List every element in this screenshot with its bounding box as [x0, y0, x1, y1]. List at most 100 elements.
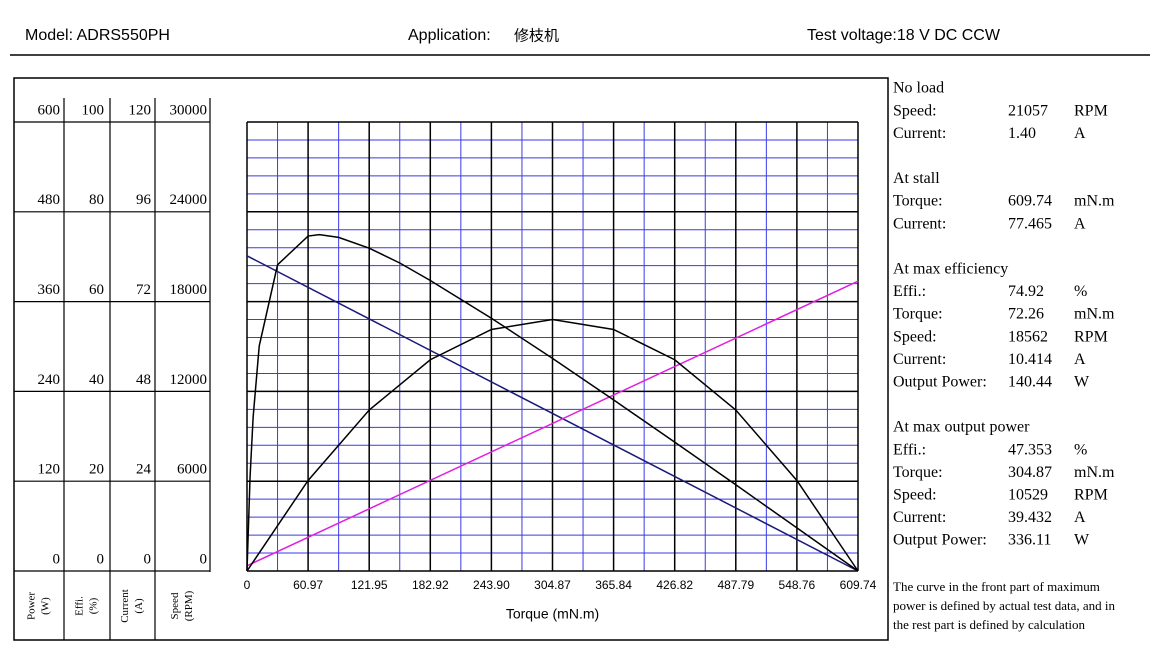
- spec-unit: W: [1074, 532, 1090, 549]
- x-tick-label: 60.97: [293, 578, 323, 592]
- curve: [246, 280, 859, 567]
- y-tick-label: 60: [89, 282, 104, 298]
- spec-title: At max efficiency: [893, 260, 1008, 277]
- y-axis-label: (RPM): [183, 590, 195, 621]
- spec-label: Speed:: [893, 328, 937, 345]
- y-tick-label: 72: [136, 282, 151, 298]
- curve: [246, 255, 859, 572]
- spec-unit: mN.m: [1074, 193, 1115, 210]
- y-axis-label: Effi.: [74, 596, 86, 616]
- spec-unit: A: [1074, 509, 1086, 526]
- y-axis-label: Speed: [169, 592, 181, 619]
- spec-unit: RPM: [1074, 486, 1108, 503]
- spec-label: Effi.:: [893, 441, 926, 458]
- y-axis-label: (W): [40, 597, 52, 615]
- spec-label: Current:: [893, 509, 946, 526]
- note: power is defined by actual test data, an…: [893, 598, 1116, 613]
- y-axis-label: (A): [133, 598, 145, 614]
- y-tick-label: 120: [129, 102, 152, 118]
- spec-value: 39.432: [1008, 509, 1052, 526]
- y-tick-label: 480: [38, 192, 61, 208]
- y-tick-label: 360: [38, 282, 61, 298]
- y-tick-label: 18000: [170, 282, 208, 298]
- spec-value: 1.40: [1008, 125, 1036, 142]
- curve: [246, 318, 859, 572]
- y-axis-label: (%): [88, 597, 100, 614]
- y-axis-label: Current: [119, 589, 131, 623]
- y-tick-label: 240: [38, 372, 61, 388]
- y-tick-label: 600: [38, 102, 61, 118]
- y-tick-label: 12000: [170, 372, 208, 388]
- application: 修枝机: [514, 27, 559, 45]
- y-tick-label: 96: [136, 192, 152, 208]
- spec-unit: %: [1074, 283, 1087, 300]
- spec-value: 18562: [1008, 328, 1048, 345]
- y-tick-label: 0: [200, 551, 208, 567]
- spec-label: Effi.:: [893, 283, 926, 300]
- spec-label: Output Power:: [893, 373, 987, 390]
- y-axis-label: Power: [26, 592, 38, 620]
- x-tick-label: 243.90: [473, 578, 510, 592]
- spec-label: Output Power:: [893, 532, 987, 549]
- x-tick-label: 121.95: [351, 578, 388, 592]
- spec-unit: W: [1074, 373, 1090, 390]
- spec-unit: A: [1074, 351, 1086, 368]
- x-tick-label: 182.92: [412, 578, 449, 592]
- y-tick-label: 100: [82, 102, 105, 118]
- spec-unit: mN.m: [1074, 464, 1115, 481]
- spec-value: 74.92: [1008, 283, 1044, 300]
- spec-label: Current:: [893, 125, 946, 142]
- application-label: Application:: [408, 27, 491, 44]
- y-tick-label: 24: [136, 462, 152, 478]
- curve: [246, 233, 859, 572]
- note: the rest part is defined by calculation: [893, 617, 1086, 632]
- x-axis-label: Torque (mN.m): [506, 606, 599, 622]
- x-tick-label: 304.87: [534, 578, 571, 592]
- spec-value: 609.74: [1008, 193, 1052, 210]
- spec-value: 10.414: [1008, 351, 1052, 368]
- spec-unit: RPM: [1074, 102, 1108, 119]
- spec-value: 336.11: [1008, 532, 1051, 549]
- y-tick-label: 0: [97, 551, 105, 567]
- spec-label: Torque:: [893, 464, 943, 481]
- spec-unit: A: [1074, 125, 1086, 142]
- y-tick-label: 20: [89, 462, 104, 478]
- spec-unit: RPM: [1074, 328, 1108, 345]
- x-tick-label: 426.82: [656, 578, 693, 592]
- spec-label: Speed:: [893, 102, 937, 119]
- spec-value: 72.26: [1008, 306, 1044, 323]
- spec-unit: mN.m: [1074, 306, 1115, 323]
- x-tick-label: 548.76: [779, 578, 816, 592]
- y-tick-label: 48: [136, 372, 151, 388]
- x-tick-label: 609.74: [840, 578, 877, 592]
- x-tick-label: 365.84: [595, 578, 632, 592]
- y-tick-label: 80: [89, 192, 104, 208]
- y-tick-label: 120: [38, 462, 61, 478]
- x-tick-label: 487.79: [717, 578, 754, 592]
- spec-label: Current:: [893, 351, 946, 368]
- x-tick-label: 0: [244, 578, 251, 592]
- spec-value: 304.87: [1008, 464, 1052, 481]
- spec-title: At stall: [893, 170, 940, 187]
- y-tick-label: 0: [144, 551, 152, 567]
- model: Model: ADRS550PH: [25, 27, 170, 44]
- frame: [13, 77, 889, 641]
- note: The curve in the front part of maximum: [893, 579, 1100, 594]
- y-tick-label: 40: [89, 372, 104, 388]
- spec-unit: A: [1074, 215, 1086, 232]
- spec-title: No load: [893, 80, 944, 97]
- spec-label: Current:: [893, 215, 946, 232]
- spec-label: Speed:: [893, 486, 937, 503]
- spec-value: 47.353: [1008, 441, 1052, 458]
- y-tick-label: 6000: [177, 462, 207, 478]
- y-tick-label: 24000: [170, 192, 208, 208]
- voltage: Test voltage:18 V DC CCW: [807, 27, 1001, 44]
- y-tick-label: 0: [53, 551, 61, 567]
- spec-value: 21057: [1008, 102, 1048, 119]
- spec-title: At max output power: [893, 419, 1030, 436]
- spec-label: Torque:: [893, 306, 943, 323]
- spec-value: 77.465: [1008, 215, 1052, 232]
- spec-value: 140.44: [1008, 373, 1052, 390]
